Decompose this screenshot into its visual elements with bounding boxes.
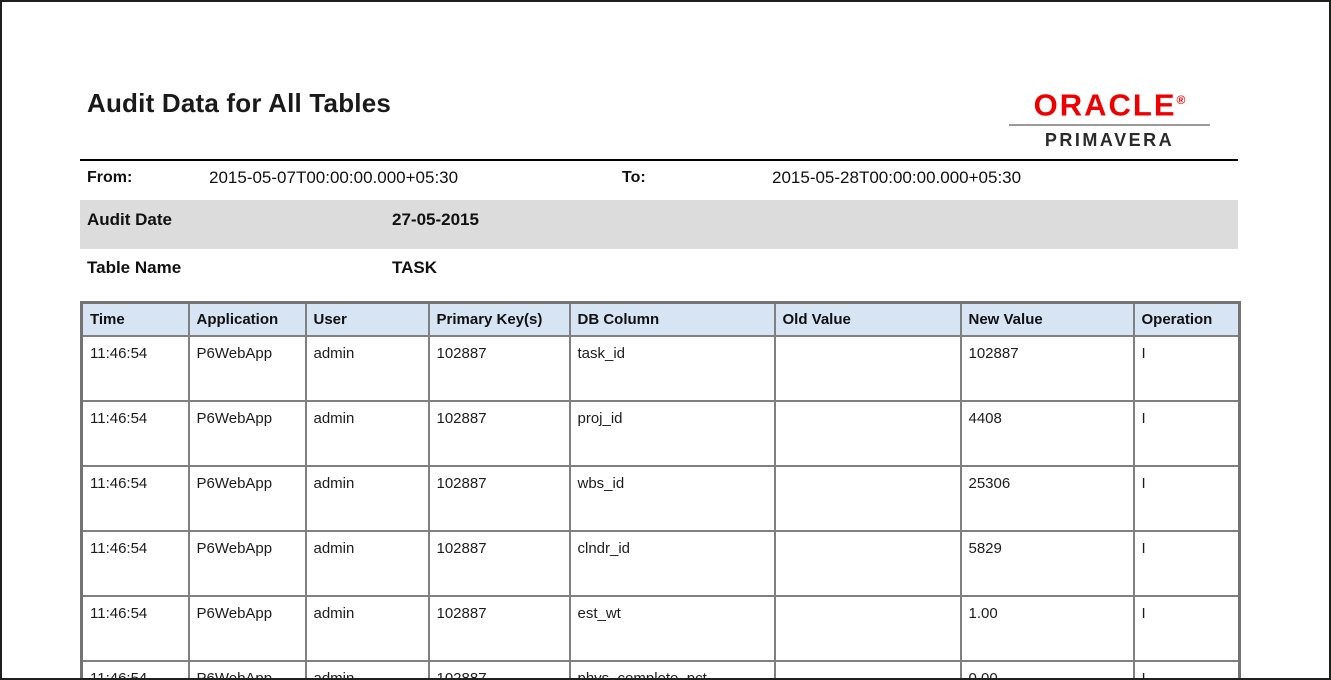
table-cell (773, 465, 962, 532)
table-cell: 102887 (427, 530, 571, 597)
table-cell: admin (304, 660, 430, 678)
table-cell: P6WebApp (187, 530, 307, 597)
logo-divider (1009, 124, 1210, 127)
table-cell: 102887 (427, 660, 571, 678)
header-divider (80, 159, 1238, 161)
table-cell: I (1132, 595, 1241, 662)
table-name-row: Table Name TASK (80, 256, 1238, 286)
table-cell: 102887 (427, 595, 571, 662)
audit-table-head: Time Application User Primary Key(s) DB Colu… (80, 301, 1241, 337)
table-cell: admin (304, 595, 430, 662)
column-header-operation: Operation (1132, 301, 1241, 337)
table-name-label: Table Name (87, 258, 182, 277)
to-label: To: (622, 169, 646, 186)
table-cell: 1.00 (959, 595, 1135, 662)
column-header-user: User (304, 301, 430, 337)
column-header-new-value: New Value (959, 301, 1135, 337)
table-cell: 11:46:54 (80, 465, 190, 532)
table-cell: I (1132, 335, 1241, 402)
date-range-row: From: 2015-05-07T00:00:00.000+05:30 To: … (2, 165, 1329, 199)
table-cell: admin (304, 530, 430, 597)
column-header-db-column: DB Column (568, 301, 776, 337)
table-cell: 4408 (959, 400, 1135, 467)
audit-table-body: 11:46:54 P6WebApp admin 102887 task_id 102887… (80, 335, 1241, 678)
table-cell: 102887 (959, 335, 1135, 402)
table-cell: admin (304, 335, 430, 402)
table-cell: admin (304, 400, 430, 467)
table-cell: 102887 (427, 400, 571, 467)
table-row: 11:46:54 P6WebApp admin 102887 est_wt 1.00 I (80, 595, 1241, 662)
table-cell: est_wt (568, 595, 776, 662)
table-cell: P6WebApp (187, 335, 307, 402)
registered-trademark-icon: ® (1176, 93, 1186, 107)
table-cell: proj_id (568, 400, 776, 467)
oracle-wordmark: ORACLE (1033, 87, 1177, 123)
table-row: 11:46:54 P6WebApp admin 102887 phys_complete… (80, 660, 1241, 678)
audit-table: Time Application User Primary Key(s) DB Colu… (80, 301, 1241, 678)
table-cell (773, 335, 962, 402)
table-cell: phys_complete_pct (568, 660, 776, 678)
table-row: 11:46:54 P6WebApp admin 102887 task_id 102887… (80, 335, 1241, 402)
table-cell: P6WebApp (187, 465, 307, 532)
table-cell (773, 595, 962, 662)
table-row: 11:46:54 P6WebApp admin 102887 proj_id 4408 I (80, 400, 1241, 467)
table-cell: clndr_id (568, 530, 776, 597)
column-header-application: Application (187, 301, 307, 337)
table-cell: 11:46:54 (80, 530, 190, 597)
table-cell: 0.00 (959, 660, 1135, 678)
column-header-time: Time (80, 301, 190, 337)
table-name-value: TASK (392, 258, 438, 277)
table-cell: I (1132, 465, 1241, 532)
table-header-row: Time Application User Primary Key(s) DB Colu… (80, 301, 1241, 337)
table-cell: P6WebApp (187, 660, 307, 678)
table-cell: P6WebApp (187, 400, 307, 467)
table-cell: wbs_id (568, 465, 776, 532)
table-cell: 11:46:54 (80, 335, 190, 402)
table-cell: 102887 (427, 465, 571, 532)
from-label: From: (87, 169, 133, 186)
oracle-logo-text: ORACLE® (1007, 84, 1212, 121)
audit-date-value: 27-05-2015 (392, 210, 479, 229)
column-header-old-value: Old Value (773, 301, 962, 337)
table-cell: I (1132, 530, 1241, 597)
table-cell: 25306 (959, 465, 1135, 532)
report-title: Audit Data for All Tables (87, 88, 392, 118)
table-cell: P6WebApp (187, 595, 307, 662)
to-value: 2015-05-28T00:00:00.000+05:30 (772, 168, 1022, 187)
table-row: 11:46:54 P6WebApp admin 102887 wbs_id 25306 I (80, 465, 1241, 532)
oracle-primavera-logo: ORACLE® PRIMAVERA (1007, 84, 1212, 151)
table-cell (773, 400, 962, 467)
primavera-logo-text: PRIMAVERA (1044, 130, 1175, 151)
audit-date-band: Audit Date 27-05-2015 (80, 200, 1238, 249)
table-cell: 5829 (959, 530, 1135, 597)
column-header-primary-key-s-: Primary Key(s) (427, 301, 571, 337)
audit-date-label: Audit Date (87, 210, 172, 229)
table-cell: admin (304, 465, 430, 532)
table-row: 11:46:54 P6WebApp admin 102887 clndr_id 5829 I (80, 530, 1241, 597)
table-cell: 102887 (427, 335, 571, 402)
table-cell: I (1132, 400, 1241, 467)
table-cell (773, 530, 962, 597)
table-cell: 11:46:54 (80, 595, 190, 662)
table-cell (773, 660, 962, 678)
table-cell: I (1132, 660, 1241, 678)
table-cell: 11:46:54 (80, 660, 190, 678)
table-cell: 11:46:54 (80, 400, 190, 467)
from-value: 2015-05-07T00:00:00.000+05:30 (209, 168, 459, 187)
table-cell: task_id (568, 335, 776, 402)
